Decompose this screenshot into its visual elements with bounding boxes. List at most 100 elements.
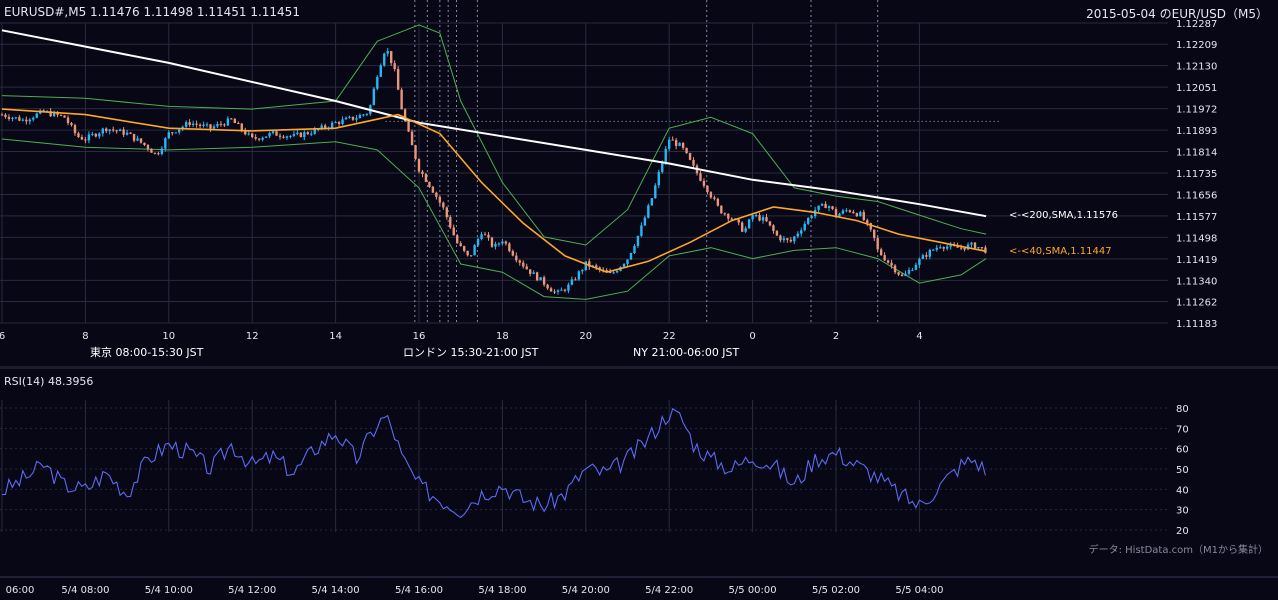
candle-body bbox=[716, 198, 720, 206]
candle-body bbox=[803, 223, 806, 231]
candle-body bbox=[643, 217, 647, 226]
candle-body bbox=[827, 206, 831, 209]
candle-body bbox=[980, 247, 984, 249]
candle-body bbox=[171, 132, 174, 134]
candle-body bbox=[747, 219, 751, 229]
candle-body bbox=[647, 205, 650, 218]
candle-body bbox=[52, 112, 56, 117]
time-tick-label: 0 bbox=[749, 331, 755, 342]
candle-body bbox=[487, 234, 490, 238]
candle-body bbox=[650, 198, 654, 206]
candle-body bbox=[751, 215, 754, 220]
candle-body bbox=[223, 124, 226, 126]
candle-body bbox=[740, 222, 744, 232]
candle-body bbox=[553, 291, 556, 293]
candle-body bbox=[949, 244, 952, 247]
candle-body bbox=[754, 215, 758, 217]
candle-body bbox=[337, 122, 341, 124]
candle-body bbox=[883, 255, 886, 261]
candle-body bbox=[796, 233, 799, 237]
price-tick-label: 1.12051 bbox=[1176, 83, 1217, 94]
candle-body bbox=[584, 261, 587, 271]
candle-body bbox=[657, 171, 660, 186]
candle-body bbox=[226, 118, 230, 126]
candle-body bbox=[907, 270, 911, 274]
candle-body bbox=[268, 133, 271, 137]
candle-body bbox=[237, 123, 240, 125]
candle-body bbox=[911, 269, 914, 271]
candle-body bbox=[320, 125, 323, 130]
candle-body bbox=[431, 186, 435, 193]
candle-body bbox=[56, 112, 59, 115]
candle-body bbox=[973, 242, 977, 249]
candle-body bbox=[195, 123, 198, 125]
candle-body bbox=[285, 136, 289, 138]
candle-body bbox=[681, 142, 685, 148]
candle-body bbox=[77, 133, 80, 138]
candle-body bbox=[164, 138, 167, 149]
candle-body bbox=[435, 192, 438, 197]
price-tick-label: 1.12209 bbox=[1176, 40, 1217, 51]
candle-body bbox=[535, 272, 539, 281]
candle-body bbox=[925, 255, 928, 257]
candle-body bbox=[608, 271, 612, 273]
candle-body bbox=[494, 243, 497, 247]
price-tick-label: 1.11183 bbox=[1176, 319, 1217, 330]
candle-body bbox=[188, 122, 191, 125]
candle-body bbox=[306, 132, 309, 135]
candle-body bbox=[383, 53, 386, 66]
candle-body bbox=[247, 133, 250, 135]
time-tick-label: 14 bbox=[329, 331, 342, 342]
candle-body bbox=[70, 123, 73, 126]
candle-body bbox=[184, 122, 188, 127]
candle-body bbox=[191, 123, 195, 125]
candle-body bbox=[150, 148, 153, 153]
candle-body bbox=[904, 273, 907, 276]
candle-body bbox=[341, 119, 344, 124]
candle-body bbox=[588, 261, 591, 267]
price-tick-label: 1.11972 bbox=[1176, 105, 1217, 116]
bottom-time-label: 5/4 08:00 bbox=[61, 585, 109, 596]
candle-body bbox=[73, 125, 77, 134]
candle-body bbox=[817, 205, 820, 210]
bottom-time-label: 5/5 00:00 bbox=[729, 585, 777, 596]
candle-body bbox=[789, 239, 793, 242]
candle-body bbox=[403, 109, 407, 122]
candle-body bbox=[977, 247, 980, 249]
candle-body bbox=[438, 196, 442, 203]
price-tick-label: 1.11577 bbox=[1176, 212, 1217, 223]
candle-body bbox=[18, 117, 21, 121]
candle-body bbox=[216, 123, 219, 127]
candle-body bbox=[303, 132, 306, 137]
candle-body bbox=[424, 174, 428, 182]
candle-body bbox=[886, 260, 890, 263]
candle-body bbox=[946, 246, 949, 249]
candle-body bbox=[939, 247, 942, 249]
candle-body bbox=[629, 252, 633, 260]
candle-body bbox=[348, 116, 351, 118]
candle-body bbox=[723, 213, 726, 215]
candle-body bbox=[400, 89, 403, 110]
candle-body bbox=[407, 121, 410, 132]
candle-body bbox=[410, 131, 414, 146]
time-tick-label: 20 bbox=[579, 331, 592, 342]
candle-body bbox=[469, 255, 473, 257]
candle-body bbox=[417, 159, 421, 172]
candle-body bbox=[779, 235, 782, 241]
candle-body bbox=[709, 192, 713, 198]
candle-body bbox=[98, 133, 101, 137]
candle-body bbox=[94, 133, 98, 137]
candle-body bbox=[35, 113, 38, 118]
time-tick-label: 12 bbox=[246, 331, 259, 342]
candle-body bbox=[720, 205, 723, 214]
candle-body bbox=[671, 139, 674, 141]
candle-body bbox=[848, 210, 852, 212]
candle-body bbox=[511, 251, 515, 256]
candle-body bbox=[970, 242, 973, 245]
candle-body bbox=[80, 137, 84, 140]
price-tick-label: 1.11262 bbox=[1176, 298, 1217, 309]
candle-body bbox=[664, 148, 667, 163]
candle-body bbox=[428, 181, 431, 187]
candle-body bbox=[855, 213, 859, 217]
candle-body bbox=[233, 118, 237, 124]
